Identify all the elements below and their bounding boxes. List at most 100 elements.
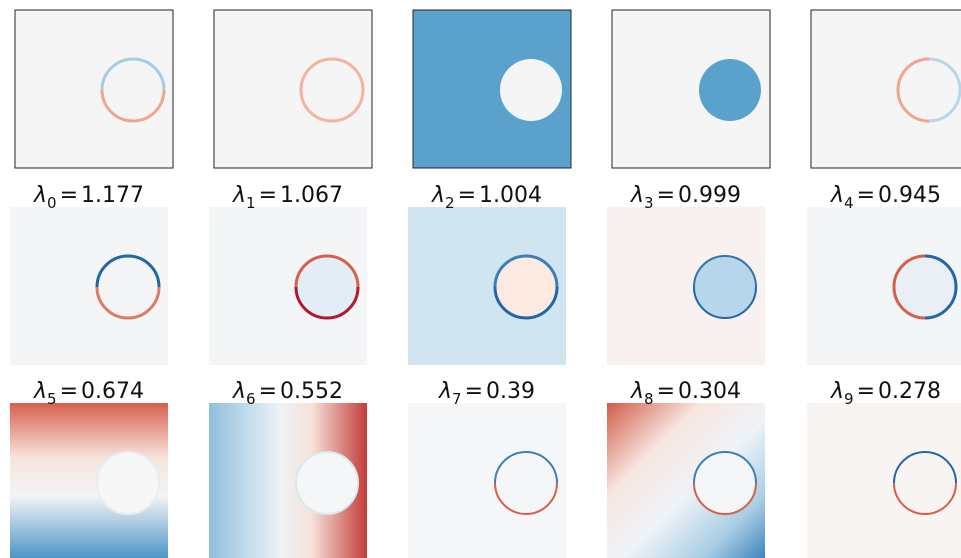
title-value: 0.39 — [486, 379, 535, 404]
panel-title: λ1 = 1.067 — [232, 183, 343, 212]
ring-top — [294, 254, 360, 288]
disk — [296, 256, 358, 318]
title-index: 5 — [47, 390, 57, 408]
title-index: 0 — [47, 194, 57, 212]
title-symbol: λ — [33, 183, 47, 208]
disk — [894, 256, 956, 318]
panel-background — [14, 9, 174, 169]
ring-top — [893, 451, 957, 484]
title-symbol: λ — [438, 379, 452, 404]
title-value: 0.674 — [81, 379, 144, 404]
ring-top — [493, 254, 559, 288]
panel-title: λ4 = 0.945 — [830, 183, 941, 212]
title-symbol: λ — [830, 379, 844, 404]
ring-top — [693, 255, 757, 288]
title-value: 0.945 — [878, 183, 941, 208]
ring-bottom — [893, 482, 957, 515]
ring-right — [928, 57, 961, 123]
panel-image — [408, 403, 566, 558]
panel-image — [607, 403, 765, 558]
ring-top — [693, 451, 757, 484]
ring-left — [896, 57, 930, 123]
title-relation: = — [657, 379, 675, 404]
disk — [500, 59, 562, 121]
ring-top — [95, 254, 161, 288]
panel-title: λ7 = 0.39 — [438, 379, 535, 408]
title-value: 1.177 — [81, 183, 144, 208]
panel-image — [209, 403, 367, 558]
title-index: 7 — [452, 390, 462, 408]
title-symbol: λ — [431, 183, 445, 208]
title-relation: = — [458, 183, 476, 208]
ring-bottom — [294, 286, 360, 320]
panel-image — [209, 207, 367, 365]
title-relation: = — [657, 183, 675, 208]
title-relation: = — [60, 379, 78, 404]
panel-image — [810, 9, 961, 169]
ring-bottom — [100, 89, 166, 123]
panel-title: λ2 = 1.004 — [431, 183, 542, 212]
title-relation: = — [857, 379, 875, 404]
ring-bottom — [95, 286, 161, 320]
title-symbol: λ — [232, 379, 246, 404]
disk — [495, 256, 557, 318]
title-relation: = — [60, 183, 78, 208]
disk — [694, 452, 756, 514]
title-index: 9 — [844, 390, 854, 408]
disk — [296, 452, 358, 514]
title-relation: = — [259, 379, 277, 404]
title-symbol: λ — [630, 183, 644, 208]
title-index: 1 — [246, 194, 256, 212]
title-symbol: λ — [630, 379, 644, 404]
panel-image — [408, 207, 566, 365]
panel-title: λ0 = 1.177 — [33, 183, 144, 212]
title-value: 0.304 — [678, 379, 741, 404]
title-index: 8 — [644, 390, 654, 408]
ring-bottom — [494, 482, 558, 515]
ring-top — [100, 57, 166, 91]
panel-image — [412, 9, 572, 169]
ring-top — [494, 451, 558, 484]
title-value: 0.278 — [878, 379, 941, 404]
title-value: 1.067 — [280, 183, 343, 208]
panel-image — [807, 207, 961, 365]
panel-title: λ3 = 0.999 — [630, 183, 741, 212]
panel-title: λ8 = 0.304 — [630, 379, 741, 408]
title-relation: = — [857, 183, 875, 208]
panel-background — [10, 207, 168, 365]
panel-image — [607, 207, 765, 365]
ring-bottom — [693, 482, 757, 515]
ring-bottom — [693, 286, 757, 319]
panel-background — [213, 9, 373, 169]
title-relation: = — [465, 379, 483, 404]
panel-title: λ6 = 0.552 — [232, 379, 343, 408]
title-index: 6 — [246, 390, 256, 408]
panel-image — [10, 207, 168, 365]
disk — [97, 452, 159, 514]
ring-bottom — [493, 286, 559, 320]
panel-background — [810, 9, 961, 169]
ring — [96, 451, 160, 515]
ring — [295, 451, 359, 515]
ring-top — [299, 57, 365, 91]
title-value: 0.552 — [280, 379, 343, 404]
disk — [699, 59, 761, 121]
ring-right — [924, 254, 958, 320]
title-index: 3 — [644, 194, 654, 212]
title-symbol: λ — [33, 379, 47, 404]
panel-title: λ5 = 0.674 — [33, 379, 144, 408]
panel-image — [14, 9, 174, 169]
title-symbol: λ — [830, 183, 844, 208]
panel-image — [213, 9, 373, 169]
panel-background — [408, 403, 566, 558]
panel-title: λ9 = 0.278 — [830, 379, 941, 408]
title-value: 0.999 — [678, 183, 741, 208]
title-relation: = — [259, 183, 277, 208]
ring-left — [892, 254, 926, 320]
title-index: 4 — [844, 194, 854, 212]
title-symbol: λ — [232, 183, 246, 208]
title-index: 2 — [445, 194, 455, 212]
ring-bottom — [299, 89, 365, 123]
panel-background — [807, 403, 961, 558]
